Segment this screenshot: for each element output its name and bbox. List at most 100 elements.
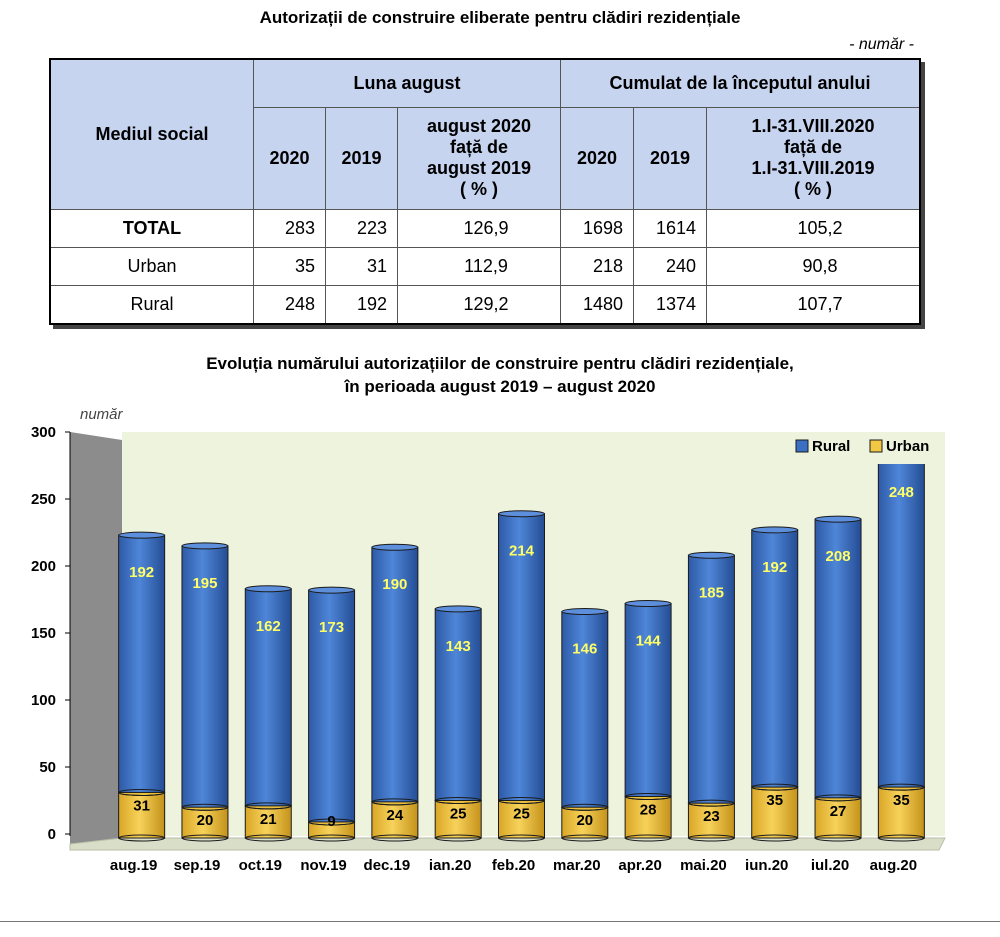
- cell-cum-pct: 105,2: [706, 208, 921, 248]
- bar-urban-base-edge: [181, 834, 229, 842]
- bar-rural-body: [751, 529, 799, 788]
- legend-background: [790, 434, 940, 464]
- data-label-urban: 25: [450, 806, 467, 823]
- bar-rural: [624, 600, 672, 800]
- data-label-urban: 21: [260, 811, 277, 828]
- header-aug-2020: 2020: [253, 106, 326, 210]
- data-label-rural: 192: [129, 564, 154, 581]
- header-cum-ratio-line: față de: [783, 137, 843, 157]
- x-tick-label: apr.20: [618, 857, 661, 874]
- bar-urban-base-edge: [371, 834, 419, 842]
- bar-rural-top: [181, 542, 229, 550]
- bar-rural-top: [308, 586, 356, 594]
- bar-urban-body: [371, 801, 419, 839]
- data-label-urban: 24: [387, 807, 404, 824]
- header-luna-august: Luna august: [253, 58, 561, 108]
- header-cum-ratio-line: 1.I-31.VIII.2020: [751, 116, 875, 136]
- bar-rural-body: [814, 518, 862, 799]
- x-tick-label: mai.20: [680, 857, 727, 874]
- bar-urban: [751, 783, 799, 842]
- header-aug-ratio-line: ( % ): [460, 179, 498, 199]
- bar-rural-top: [814, 515, 862, 523]
- bar-rural-base-edge: [498, 797, 545, 804]
- data-label-urban: 20: [576, 812, 593, 829]
- bar-urban-base-edge: [434, 834, 482, 842]
- x-tick-label: iun.20: [745, 857, 788, 874]
- chart-title: Evoluția numărului autorizațiilor de con…: [0, 352, 1000, 398]
- cell-aug-pct: 126,9: [397, 208, 561, 248]
- row-label: Urban: [49, 246, 254, 286]
- bar-rural: [498, 510, 545, 804]
- legend-swatch-rural: [795, 439, 809, 453]
- bar-rural: [244, 585, 292, 810]
- data-label-rural: 195: [192, 575, 217, 592]
- plot-floor: [69, 837, 946, 851]
- cell-aug-2020: 248: [253, 284, 326, 324]
- cell-cum-2019: 240: [633, 246, 707, 286]
- x-tick-label: mar.20: [553, 857, 601, 874]
- bar-rural-body: [434, 608, 482, 801]
- data-label-rural: 162: [256, 618, 281, 635]
- bar-rural-top: [751, 526, 799, 534]
- bar-rural-top: [687, 551, 735, 559]
- y-tick-label: 200: [31, 558, 56, 575]
- table-row: Rural 248 192 129,2 1480 1374 107,7: [49, 284, 921, 324]
- data-label-rural: 144: [636, 633, 662, 650]
- data-label-urban: 27: [830, 803, 847, 820]
- bar-urban-base-edge: [308, 834, 356, 842]
- bar-urban-body: [181, 806, 229, 839]
- bar-urban-base-edge: [687, 834, 735, 842]
- bar-rural-base-edge: [624, 792, 672, 800]
- data-label-urban: 31: [133, 797, 150, 814]
- data-label-rural: 214: [509, 543, 535, 560]
- header-cum-2020: 2020: [560, 106, 634, 210]
- bar-urban-body: [624, 795, 672, 839]
- x-tick-label: feb.20: [492, 857, 535, 874]
- bar-rural-base-edge: [877, 783, 925, 791]
- header-cum-ratio: 1.I-31.VIII.2020 față de 1.I-31.VIII.201…: [706, 106, 921, 210]
- bar-rural-base-edge: [434, 797, 482, 804]
- y-tick-label: 150: [31, 625, 56, 642]
- y-tick-label: 250: [31, 491, 56, 508]
- data-label-urban: 9: [327, 813, 335, 830]
- header-cum-ratio-line: 1.I-31.VIII.2019: [751, 158, 875, 178]
- unit-note: - număr -: [849, 36, 914, 53]
- bar-rural: [561, 608, 609, 811]
- header-aug-2019: 2019: [325, 106, 398, 210]
- bar-rural-base-edge: [371, 798, 419, 806]
- header-aug-ratio-line: august 2020: [426, 116, 532, 136]
- bar-urban-body: [434, 800, 482, 839]
- bar-rural-top: [371, 543, 419, 551]
- bar-urban-base-edge: [561, 834, 609, 842]
- cell-aug-pct: 129,2: [397, 284, 561, 324]
- y-tick-label: 50: [39, 759, 56, 776]
- x-tick-label: sep.19: [174, 857, 221, 874]
- header-cumulat: Cumulat de la începutul anului: [560, 58, 921, 108]
- bar-urban-base-edge: [498, 834, 545, 842]
- bar-rural-body: [624, 603, 672, 797]
- bar-rural: [118, 531, 166, 796]
- data-label-rural: 143: [446, 638, 471, 655]
- legend-swatch-urban: [869, 439, 883, 453]
- bar-urban-base-edge: [814, 834, 862, 842]
- bar-rural: [814, 515, 862, 802]
- x-tick-label: aug.19: [110, 857, 158, 874]
- header-aug-ratio-line: față de: [449, 137, 509, 157]
- header-aug-ratio-line: august 2019: [426, 158, 532, 178]
- data-label-urban: 35: [766, 792, 783, 809]
- bar-rural: [181, 542, 229, 811]
- x-tick-label: ian.20: [429, 857, 472, 874]
- data-label-rural: 192: [762, 559, 787, 576]
- data-label-urban: 35: [893, 792, 910, 809]
- bar-urban-body: [561, 806, 609, 839]
- bar-rural-body: [877, 454, 925, 788]
- bar-urban-base-edge: [624, 834, 672, 842]
- bar-rural-body: [561, 611, 609, 808]
- cell-aug-2020: 35: [253, 246, 326, 286]
- bar-rural-base-edge: [181, 803, 229, 811]
- x-tick-label: iul.20: [811, 857, 849, 874]
- authorizations-table: Mediul social Luna august Cumulat de la …: [49, 58, 921, 325]
- bar-rural-body: [498, 513, 545, 802]
- table-row: TOTAL 283 223 126,9 1698 1614 105,2: [49, 208, 921, 248]
- bar-rural-top: [624, 600, 672, 608]
